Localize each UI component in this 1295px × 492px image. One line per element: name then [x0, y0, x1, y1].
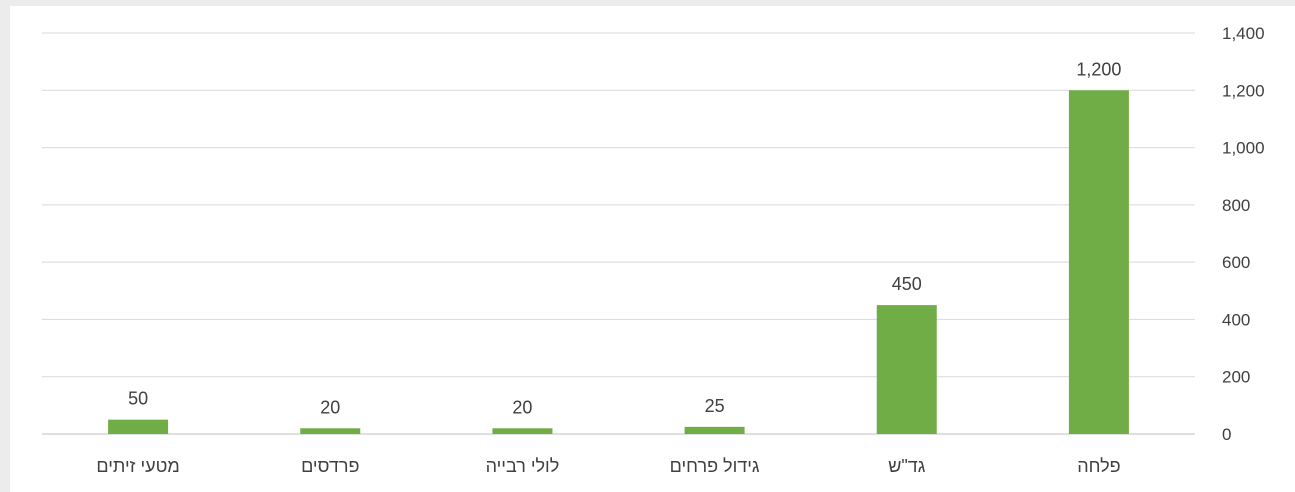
x-category-label: פלחה	[1077, 456, 1120, 476]
x-category-label: פרדסים	[301, 456, 359, 476]
data-label: 25	[705, 396, 725, 416]
y-tick-label: 1,400	[1222, 24, 1265, 43]
x-category-label: לולי רבייה	[486, 456, 560, 476]
y-tick-label: 400	[1222, 310, 1250, 329]
x-category-label: מטעי זיתים	[96, 456, 179, 476]
data-label: 450	[892, 274, 922, 294]
y-tick-label: 600	[1222, 253, 1250, 272]
data-label: 50	[128, 389, 148, 409]
data-label: 20	[512, 397, 532, 417]
y-tick-label: 800	[1222, 196, 1250, 215]
bar	[108, 419, 169, 434]
bar	[492, 428, 553, 434]
y-tick-label: 200	[1222, 368, 1250, 387]
y-tick-label: 0	[1222, 425, 1231, 444]
y-tick-label: 1,000	[1222, 139, 1265, 158]
x-category-label: גידול פרחים	[670, 456, 760, 476]
bar	[876, 305, 937, 434]
data-label: 20	[320, 397, 340, 417]
bar	[1068, 90, 1129, 435]
bar	[300, 428, 361, 434]
x-category-label: גד"ש	[888, 456, 926, 476]
y-tick-label: 1,200	[1222, 81, 1265, 100]
data-label: 1,200	[1076, 59, 1121, 79]
bar	[684, 426, 745, 434]
